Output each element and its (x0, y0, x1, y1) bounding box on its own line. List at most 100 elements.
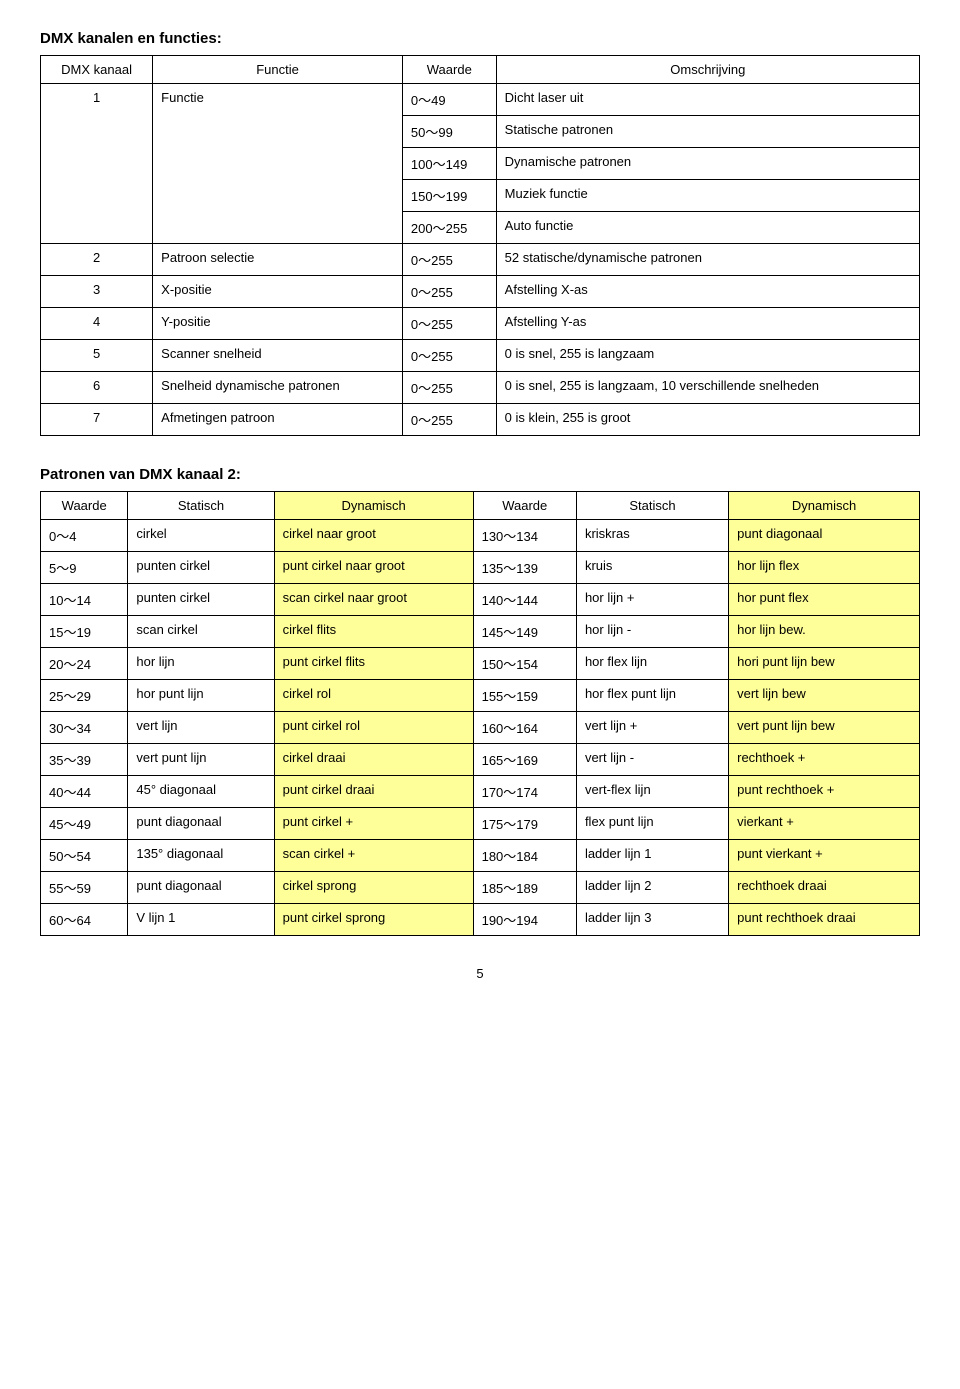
cell: scan cirkel (128, 616, 274, 648)
col-waarde-l: Waarde (41, 492, 128, 520)
table-row: 50～54135° diagonaalscan cirkel +180～184l… (41, 840, 920, 872)
cell: 6 (41, 372, 153, 404)
cell: punt cirkel sprong (274, 904, 473, 936)
cell: hor punt flex (729, 584, 920, 616)
cell-waarde: 0～255 (402, 404, 496, 436)
cell: hor lijn bew. (729, 616, 920, 648)
col-dynamisch-l: Dynamisch (274, 492, 473, 520)
cell: 0～255 (402, 372, 496, 404)
table-row: 0～4cirkelcirkel naar groot130～134kriskra… (41, 520, 920, 552)
cell: 140～144 (473, 584, 576, 616)
cell: 190～194 (473, 904, 576, 936)
table-row: 55～59punt diagonaalcirkel sprong185～189l… (41, 872, 920, 904)
cell: cirkel (128, 520, 274, 552)
cell-waarde: 200～255 (402, 212, 496, 244)
cell-omschrijving: Dynamische patronen (496, 148, 919, 180)
cell: hor lijn (128, 648, 274, 680)
cell: 5 (41, 340, 153, 372)
col-dynamisch-r: Dynamisch (729, 492, 920, 520)
cell: punt cirkel draai (274, 776, 473, 808)
table-row: 15～19scan cirkelcirkel flits145～149hor l… (41, 616, 920, 648)
cell: 155～159 (473, 680, 576, 712)
cell: hor flex lijn (576, 648, 728, 680)
cell: kruis (576, 552, 728, 584)
cell: 175～179 (473, 808, 576, 840)
cell: 0～4 (41, 520, 128, 552)
cell: Scanner snelheid (153, 340, 403, 372)
cell: 0 is snel, 255 is langzaam, 10 verschill… (496, 372, 919, 404)
cell: scan cirkel naar groot (274, 584, 473, 616)
cell: X-positie (153, 276, 403, 308)
cell: 180～184 (473, 840, 576, 872)
cell: vert lijn + (576, 712, 728, 744)
cell: punt cirkel rol (274, 712, 473, 744)
cell: Afstelling Y-as (496, 308, 919, 340)
cell: 45° diagonaal (128, 776, 274, 808)
col-waarde: Waarde (402, 56, 496, 84)
table-header-row: DMX kanaal Functie Waarde Omschrijving (41, 56, 920, 84)
cell: 20～24 (41, 648, 128, 680)
cell: punt diagonaal (128, 808, 274, 840)
cell: Y-positie (153, 308, 403, 340)
cell: 0～255 (402, 308, 496, 340)
table-row: 4Y-positie0～255Afstelling Y-as (41, 308, 920, 340)
cell: 135° diagonaal (128, 840, 274, 872)
table-row: 45～49punt diagonaalpunt cirkel +175～179f… (41, 808, 920, 840)
cell-func: Afmetingen patroon (153, 404, 403, 436)
cell: cirkel flits (274, 616, 473, 648)
cell: 130～134 (473, 520, 576, 552)
cell: hor lijn flex (729, 552, 920, 584)
cell: vert punt lijn (128, 744, 274, 776)
table-row: 35～39vert punt lijncirkel draai165～169ve… (41, 744, 920, 776)
cell: Afstelling X-as (496, 276, 919, 308)
cell: hori punt lijn bew (729, 648, 920, 680)
cell: 40～44 (41, 776, 128, 808)
cell: Snelheid dynamische patronen (153, 372, 403, 404)
table-row: 25～29hor punt lijncirkel rol155～159hor f… (41, 680, 920, 712)
col-functie: Functie (153, 56, 403, 84)
cell: vert-flex lijn (576, 776, 728, 808)
cell: 185～189 (473, 872, 576, 904)
cell-ch1-num: 1 (41, 84, 153, 244)
table-row: 6Snelheid dynamische patronen0～2550 is s… (41, 372, 920, 404)
cell: 170～174 (473, 776, 576, 808)
cell: punt diagonaal (128, 872, 274, 904)
cell: 5～9 (41, 552, 128, 584)
cell: vert punt lijn bew (729, 712, 920, 744)
cell: 10～14 (41, 584, 128, 616)
cell: Patroon selectie (153, 244, 403, 276)
cell: cirkel rol (274, 680, 473, 712)
cell: 160～164 (473, 712, 576, 744)
cell: 35～39 (41, 744, 128, 776)
cell: 150～154 (473, 648, 576, 680)
cell-waarde: 50～99 (402, 116, 496, 148)
table-row: 30～34vert lijnpunt cirkel rol160～164vert… (41, 712, 920, 744)
cell-omschrijving: 0 is klein, 255 is groot (496, 404, 919, 436)
cell: punt rechthoek + (729, 776, 920, 808)
cell: kriskras (576, 520, 728, 552)
cell: 50～54 (41, 840, 128, 872)
table-row: 5～9punten cirkelpunt cirkel naar groot13… (41, 552, 920, 584)
cell-waarde: 150～199 (402, 180, 496, 212)
cell: ladder lijn 3 (576, 904, 728, 936)
dmx-channels-table: DMX kanaal Functie Waarde Omschrijving 1… (40, 55, 920, 436)
cell: 165～169 (473, 744, 576, 776)
col-statisch-l: Statisch (128, 492, 274, 520)
col-waarde-r: Waarde (473, 492, 576, 520)
cell-ch1-func: Functie (153, 84, 403, 244)
cell: vierkant + (729, 808, 920, 840)
table-row: 1 Functie 0～49 Dicht laser uit (41, 84, 920, 116)
cell: punt cirkel + (274, 808, 473, 840)
cell: vert lijn (128, 712, 274, 744)
table-row: 60～64V lijn 1punt cirkel sprong190～194la… (41, 904, 920, 936)
cell: punt cirkel flits (274, 648, 473, 680)
cell: punt diagonaal (729, 520, 920, 552)
cell-omschrijving: Statische patronen (496, 116, 919, 148)
cell: 3 (41, 276, 153, 308)
cell: 55～59 (41, 872, 128, 904)
table-row: 40～4445° diagonaalpunt cirkel draai170～1… (41, 776, 920, 808)
cell: punten cirkel (128, 584, 274, 616)
cell: vert lijn bew (729, 680, 920, 712)
cell: 45～49 (41, 808, 128, 840)
cell: 2 (41, 244, 153, 276)
